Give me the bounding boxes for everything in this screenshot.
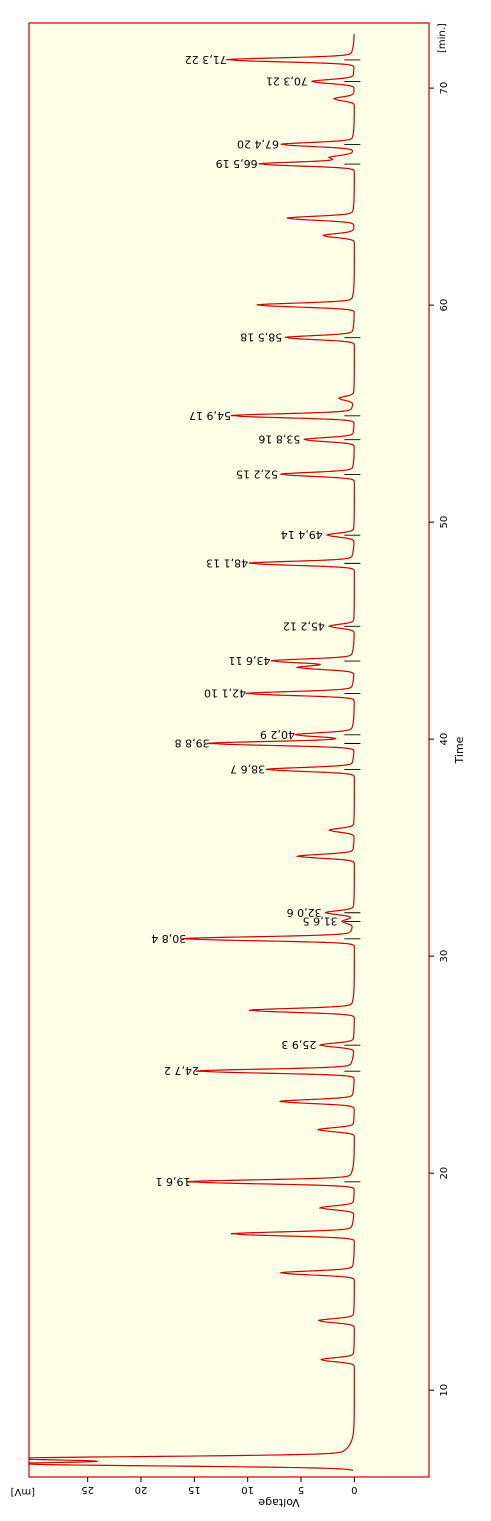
peak-label: 71,3 22 <box>185 53 227 66</box>
x-axis-unit: [min.] <box>437 23 448 53</box>
x-tick-label: 10 <box>439 1384 450 1397</box>
y-tick-label: 25 <box>81 1484 94 1495</box>
x-tick-label: 70 <box>439 82 450 95</box>
y-tick-label: 5 <box>298 1484 304 1495</box>
y-tick-label: 20 <box>135 1484 148 1495</box>
peak-label: 43,6 11 <box>228 654 270 667</box>
peak-label: 49,4 14 <box>281 528 323 541</box>
peak-label: 42,1 10 <box>204 687 246 700</box>
plot-area <box>28 22 430 1478</box>
peak-label: 38,6 7 <box>230 763 265 776</box>
peak-label: 52,2 15 <box>236 467 278 480</box>
peak-label: 58,5 18 <box>240 331 282 344</box>
peak-label: 67,4 20 <box>237 138 279 151</box>
peak-label: 30,8 4 <box>151 932 186 945</box>
peak-label: 24,7 2 <box>164 1064 199 1077</box>
peak-label: 45,2 12 <box>283 619 325 632</box>
peak-label: 40,2 9 <box>260 728 295 741</box>
x-tick-label: 30 <box>439 950 450 963</box>
y-axis-label: Voltage <box>258 1496 299 1509</box>
peak-label: 54,9 17 <box>189 409 231 422</box>
y-tick-label: 10 <box>241 1484 254 1495</box>
x-tick-label: 50 <box>439 516 450 529</box>
x-tick-label: 60 <box>439 299 450 312</box>
peak-label: 25,9 3 <box>281 1038 316 1051</box>
peak-label: 70,3 21 <box>266 75 308 88</box>
peak-label: 32,0 6 <box>287 906 322 919</box>
peak-label: 31,6 5 <box>303 914 338 927</box>
chromatogram-trace <box>28 34 355 1472</box>
y-tick-label: 15 <box>188 1484 201 1495</box>
y-tick-label: 0 <box>351 1484 357 1495</box>
y-axis-unit: [mV] <box>11 1486 35 1497</box>
peak-label: 66,5 19 <box>216 157 258 170</box>
peak-label: 19,6 1 <box>155 1175 190 1188</box>
x-axis-label: Time <box>453 736 466 764</box>
peak-label: 48,1 13 <box>206 556 248 569</box>
peak-label: 53,8 16 <box>258 433 300 446</box>
peak-label: 39,8 8 <box>175 736 210 749</box>
x-tick-label: 40 <box>439 733 450 746</box>
x-tick-label: 20 <box>439 1167 450 1180</box>
